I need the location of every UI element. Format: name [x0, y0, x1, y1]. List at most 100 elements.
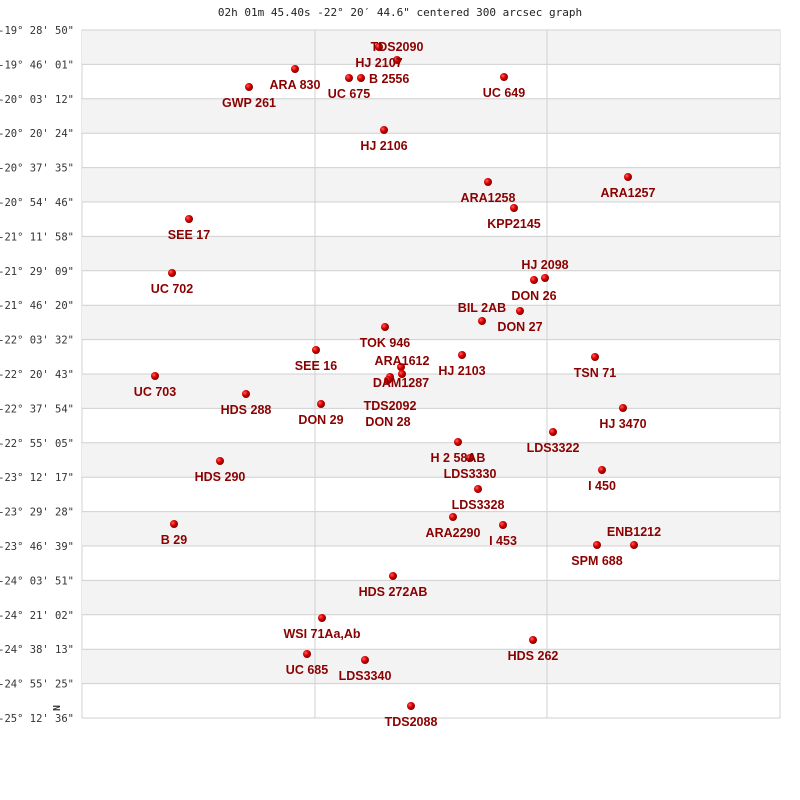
star-dot[interactable] — [318, 614, 326, 622]
star-label: TDS2092 — [364, 399, 417, 413]
y-tick-label: -24° 55' 25" — [0, 679, 74, 691]
star-label: TSN 71 — [574, 366, 616, 380]
star-dot[interactable] — [499, 521, 507, 529]
star-dot[interactable] — [454, 438, 462, 446]
star-dot[interactable] — [397, 363, 405, 371]
star-dot[interactable] — [398, 370, 406, 378]
star-label: LDS3330 — [444, 467, 497, 481]
star-dot[interactable] — [407, 702, 415, 710]
star-label: ARA1257 — [601, 186, 656, 200]
star-dot[interactable] — [380, 126, 388, 134]
row-band — [82, 98, 780, 134]
star-label: B 29 — [161, 533, 187, 547]
y-tick-label: -19° 46' 01" — [0, 59, 74, 71]
star-label: HJ 2106 — [360, 139, 407, 153]
y-tick-label: -24° 38' 13" — [0, 644, 74, 656]
star-label: ENB1212 — [607, 525, 661, 539]
star-dot[interactable] — [345, 74, 353, 82]
star-label: H 2 58AB — [431, 451, 486, 465]
north-indicator: N — [52, 705, 63, 711]
y-tick-label: -22° 37' 54" — [0, 403, 74, 415]
star-dot[interactable] — [484, 178, 492, 186]
star-dot[interactable] — [361, 656, 369, 664]
star-label: LDS3328 — [452, 498, 505, 512]
y-tick-label: -24° 03' 51" — [0, 575, 74, 587]
star-label: B 2556 — [369, 72, 409, 86]
star-label: UC 685 — [286, 663, 328, 677]
star-dot[interactable] — [458, 351, 466, 359]
star-dot[interactable] — [389, 572, 397, 580]
star-dot[interactable] — [291, 65, 299, 73]
star-dot[interactable] — [630, 541, 638, 549]
star-dot[interactable] — [530, 276, 538, 284]
star-dot[interactable] — [478, 317, 486, 325]
star-dot[interactable] — [474, 485, 482, 493]
star-dot[interactable] — [598, 466, 606, 474]
star-label: KPP2145 — [487, 217, 541, 231]
star-dot[interactable] — [591, 353, 599, 361]
star-dot[interactable] — [541, 274, 549, 282]
y-tick-label: -20° 54' 46" — [0, 197, 74, 209]
y-tick-label: -22° 55' 05" — [0, 438, 74, 450]
star-label: UC 649 — [483, 86, 525, 100]
y-tick-label: -23° 29' 28" — [0, 507, 74, 519]
star-label: I 453 — [489, 534, 517, 548]
star-dot[interactable] — [393, 56, 401, 64]
star-dot[interactable] — [624, 173, 632, 181]
star-label: ARA2290 — [426, 526, 481, 540]
star-dot[interactable] — [529, 636, 537, 644]
star-label: TDS2090 — [371, 40, 424, 54]
y-tick-label: -23° 12' 17" — [0, 472, 74, 484]
row-band — [82, 167, 780, 202]
star-label: GWP 261 — [222, 96, 276, 110]
row-band — [82, 374, 780, 409]
star-label: UC 703 — [134, 385, 176, 399]
star-label: BIL 2AB — [458, 301, 506, 315]
star-label: I 450 — [588, 479, 616, 493]
star-label: TOK 946 — [360, 336, 411, 350]
chart-title: 02h 01m 45.40s -22° 20′ 44.6" centered 3… — [217, 6, 583, 19]
y-tick-label: -25° 12' 36" — [0, 713, 74, 725]
star-label: DON 28 — [365, 415, 410, 429]
star-dot[interactable] — [317, 400, 325, 408]
y-tick-label: -20° 20' 24" — [0, 128, 74, 140]
star-dot[interactable] — [500, 73, 508, 81]
star-label: HDS 262 — [508, 649, 559, 663]
star-label: HJ 2103 — [438, 364, 485, 378]
star-label: ARA1612 — [375, 354, 430, 368]
star-dot[interactable] — [593, 541, 601, 549]
star-dot[interactable] — [619, 404, 627, 412]
star-dot[interactable] — [245, 83, 253, 91]
star-label: UC 675 — [328, 87, 370, 101]
star-dot[interactable] — [516, 307, 524, 315]
row-band — [82, 236, 780, 271]
star-dot[interactable] — [151, 372, 159, 380]
y-tick-label: -21° 46' 20" — [0, 300, 74, 312]
star-dot[interactable] — [384, 376, 392, 384]
star-dot[interactable] — [312, 346, 320, 354]
row-band — [82, 580, 780, 615]
star-label: TDS2088 — [385, 715, 438, 729]
star-dot[interactable] — [357, 74, 365, 82]
star-label: WSI 71Aa,Ab — [283, 627, 360, 641]
star-dot[interactable] — [375, 43, 383, 51]
star-dot[interactable] — [466, 454, 474, 462]
star-dot[interactable] — [168, 269, 176, 277]
star-dot[interactable] — [381, 323, 389, 331]
star-dot[interactable] — [549, 428, 557, 436]
row-band — [82, 305, 780, 340]
star-dot[interactable] — [170, 520, 178, 528]
star-dot[interactable] — [242, 390, 250, 398]
star-dot[interactable] — [510, 204, 518, 212]
star-label: HDS 290 — [195, 470, 246, 484]
y-tick-label: -21° 29' 09" — [0, 266, 74, 278]
star-label: UC 702 — [151, 282, 193, 296]
star-dot[interactable] — [449, 513, 457, 521]
star-label: ARA1258 — [461, 191, 516, 205]
star-dot[interactable] — [185, 215, 193, 223]
star-label: LDS3322 — [527, 441, 580, 455]
y-tick-label: -24° 21' 02" — [0, 610, 74, 622]
star-dot[interactable] — [216, 457, 224, 465]
star-dot[interactable] — [303, 650, 311, 658]
y-tick-label: -23° 46' 39" — [0, 541, 74, 553]
